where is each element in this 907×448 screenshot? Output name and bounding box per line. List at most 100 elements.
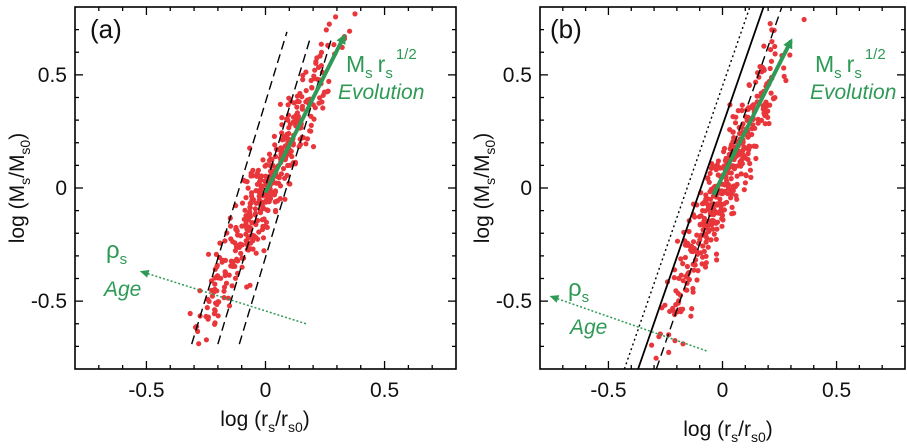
data-point bbox=[214, 288, 220, 294]
data-point bbox=[690, 285, 696, 292]
data-point bbox=[323, 27, 329, 33]
data-point bbox=[711, 164, 717, 170]
data-point bbox=[242, 207, 248, 213]
data-point bbox=[674, 238, 681, 244]
data-point bbox=[256, 229, 262, 235]
reference-line-dashed bbox=[217, 36, 312, 345]
data-point bbox=[331, 42, 337, 48]
data-point bbox=[272, 142, 278, 148]
panel-a: -0.5 0 0.5-0.500.5 (a) Ms rs1/2 Evolution ρ… bbox=[6, 6, 457, 435]
panel-b-points bbox=[649, 16, 807, 361]
data-point bbox=[265, 191, 271, 197]
data-point bbox=[678, 256, 684, 262]
data-point bbox=[690, 289, 696, 295]
x-tick-label: -0.5 bbox=[128, 379, 164, 402]
data-point bbox=[673, 302, 679, 308]
data-point bbox=[290, 119, 296, 125]
data-point bbox=[676, 275, 682, 281]
data-point bbox=[653, 355, 659, 361]
data-point bbox=[760, 106, 766, 112]
data-point bbox=[304, 98, 310, 104]
data-point bbox=[714, 257, 720, 263]
data-point bbox=[744, 115, 750, 121]
data-point bbox=[771, 96, 777, 102]
data-point bbox=[684, 263, 691, 270]
data-point bbox=[703, 231, 709, 237]
data-point bbox=[732, 120, 739, 126]
data-point bbox=[319, 99, 325, 105]
data-point bbox=[702, 264, 709, 270]
data-point bbox=[680, 278, 686, 284]
data-point bbox=[296, 99, 302, 105]
data-point bbox=[249, 197, 255, 203]
data-point bbox=[203, 313, 209, 320]
data-point bbox=[717, 165, 723, 171]
data-point bbox=[688, 313, 694, 319]
data-point bbox=[278, 145, 284, 151]
data-point bbox=[746, 105, 752, 111]
data-point bbox=[238, 250, 244, 256]
data-point bbox=[708, 237, 714, 243]
data-point bbox=[686, 228, 692, 235]
data-point bbox=[747, 143, 753, 150]
growth-m-subscript: s bbox=[365, 65, 373, 82]
data-point bbox=[769, 39, 775, 45]
data-point bbox=[746, 82, 753, 88]
data-point bbox=[745, 151, 751, 157]
data-point bbox=[303, 69, 309, 75]
density-rho-subscript: s bbox=[582, 289, 590, 306]
data-point bbox=[229, 283, 235, 289]
data-point bbox=[729, 204, 735, 210]
growth-r-subscript: s bbox=[385, 65, 393, 82]
data-point bbox=[215, 313, 221, 319]
data-point bbox=[268, 156, 274, 162]
data-point bbox=[762, 102, 768, 108]
data-point bbox=[772, 43, 778, 50]
data-point bbox=[230, 262, 236, 268]
data-point bbox=[719, 223, 725, 229]
x-tick-label: 0 bbox=[260, 379, 272, 402]
data-point bbox=[766, 120, 772, 127]
data-point bbox=[710, 226, 716, 232]
panel-b-x-axis-label: log (rs/rs0) bbox=[683, 418, 772, 445]
data-point bbox=[285, 162, 291, 169]
data-point bbox=[232, 275, 239, 281]
data-point bbox=[747, 160, 753, 167]
data-point bbox=[255, 167, 261, 173]
data-point bbox=[313, 60, 319, 66]
y-tick-label: -0.5 bbox=[31, 290, 67, 313]
data-point bbox=[758, 117, 765, 123]
data-point bbox=[260, 203, 266, 209]
data-point bbox=[304, 136, 311, 142]
growth-annotation-formula: Ms rs1/2 bbox=[815, 46, 886, 82]
data-point bbox=[247, 282, 253, 288]
growth-exponent: 1/2 bbox=[396, 46, 417, 63]
data-point bbox=[767, 21, 773, 27]
data-point bbox=[285, 102, 291, 108]
data-point bbox=[684, 240, 691, 246]
data-point bbox=[801, 16, 807, 23]
data-point bbox=[730, 114, 736, 120]
panel-a-ticks bbox=[75, 7, 456, 369]
data-point bbox=[704, 225, 711, 231]
data-point bbox=[203, 337, 209, 343]
data-point bbox=[320, 92, 326, 98]
data-point bbox=[761, 43, 767, 49]
x-tick-label: -0.5 bbox=[590, 379, 626, 402]
data-point bbox=[670, 305, 676, 311]
data-point bbox=[264, 162, 270, 168]
data-point bbox=[312, 67, 318, 73]
data-point bbox=[666, 349, 672, 355]
data-point bbox=[700, 254, 706, 260]
data-point bbox=[783, 77, 789, 84]
data-point bbox=[714, 226, 720, 232]
density-annotation-word: Age bbox=[568, 316, 607, 339]
data-point bbox=[707, 189, 713, 195]
data-point bbox=[259, 184, 265, 190]
data-point bbox=[307, 128, 313, 134]
data-point bbox=[235, 258, 241, 264]
data-point bbox=[206, 298, 212, 304]
growth-m: M bbox=[815, 51, 834, 77]
data-point bbox=[303, 88, 309, 94]
panel-b-arrows bbox=[549, 38, 793, 352]
